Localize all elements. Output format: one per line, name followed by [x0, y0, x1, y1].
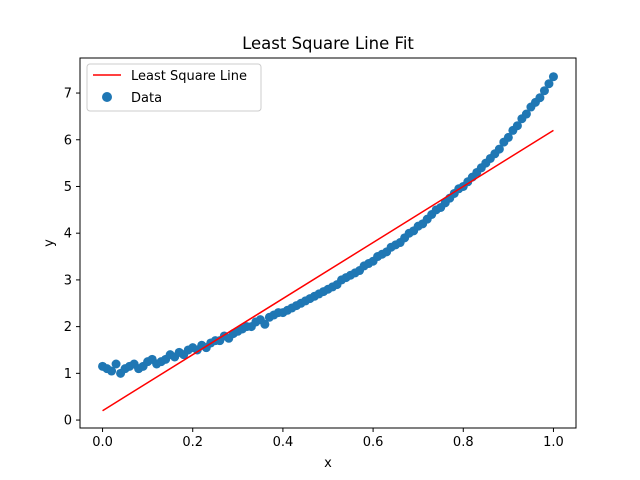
- data-point: [535, 93, 545, 103]
- x-tick-label: 0.0: [92, 435, 113, 450]
- data-point: [548, 72, 558, 82]
- y-tick-label: 6: [64, 133, 72, 148]
- legend-scatter-label: Data: [131, 91, 162, 106]
- data-point: [494, 144, 504, 154]
- x-tick-label: 0.8: [453, 435, 474, 450]
- y-tick-label: 2: [64, 320, 72, 335]
- data-point: [260, 319, 270, 329]
- data-point: [107, 366, 117, 376]
- y-tick-label: 5: [64, 180, 72, 195]
- plot-area: [79, 57, 577, 429]
- data-point: [503, 132, 513, 142]
- x-tick-label: 0.6: [363, 435, 384, 450]
- plot-frame: [79, 57, 577, 429]
- data-point: [111, 359, 121, 369]
- y-tick-label: 4: [64, 227, 72, 242]
- least-square-line: [102, 129, 554, 412]
- y-axis-label: y: [42, 239, 57, 247]
- plot-background: [80, 58, 576, 428]
- x-axis: 0.0 0.2 0.4 0.6 0.8 1.0: [92, 428, 564, 450]
- data-point: [544, 79, 554, 89]
- data-layer: [98, 72, 558, 412]
- y-axis: 0 1 2 3 4 5 6 7: [64, 87, 80, 429]
- x-tick-label: 0.4: [273, 435, 294, 450]
- legend-line-label: Least Square Line: [131, 69, 247, 84]
- x-tick-label: 0.2: [182, 435, 203, 450]
- data-point: [539, 86, 549, 96]
- y-tick-label: 1: [64, 367, 72, 382]
- chart-title: Least Square Line Fit: [242, 34, 414, 53]
- legend-scatter-swatch: [102, 92, 112, 102]
- y-tick-label: 0: [64, 414, 72, 429]
- y-tick-label: 3: [64, 273, 72, 288]
- y-tick-label: 7: [64, 87, 72, 102]
- data-point: [521, 109, 531, 119]
- legend: Least Square Line Data: [86, 63, 262, 112]
- legend-box: [86, 63, 262, 112]
- x-tick-label: 1.0: [543, 435, 564, 450]
- data-point: [512, 121, 522, 131]
- x-axis-label: x: [324, 456, 332, 471]
